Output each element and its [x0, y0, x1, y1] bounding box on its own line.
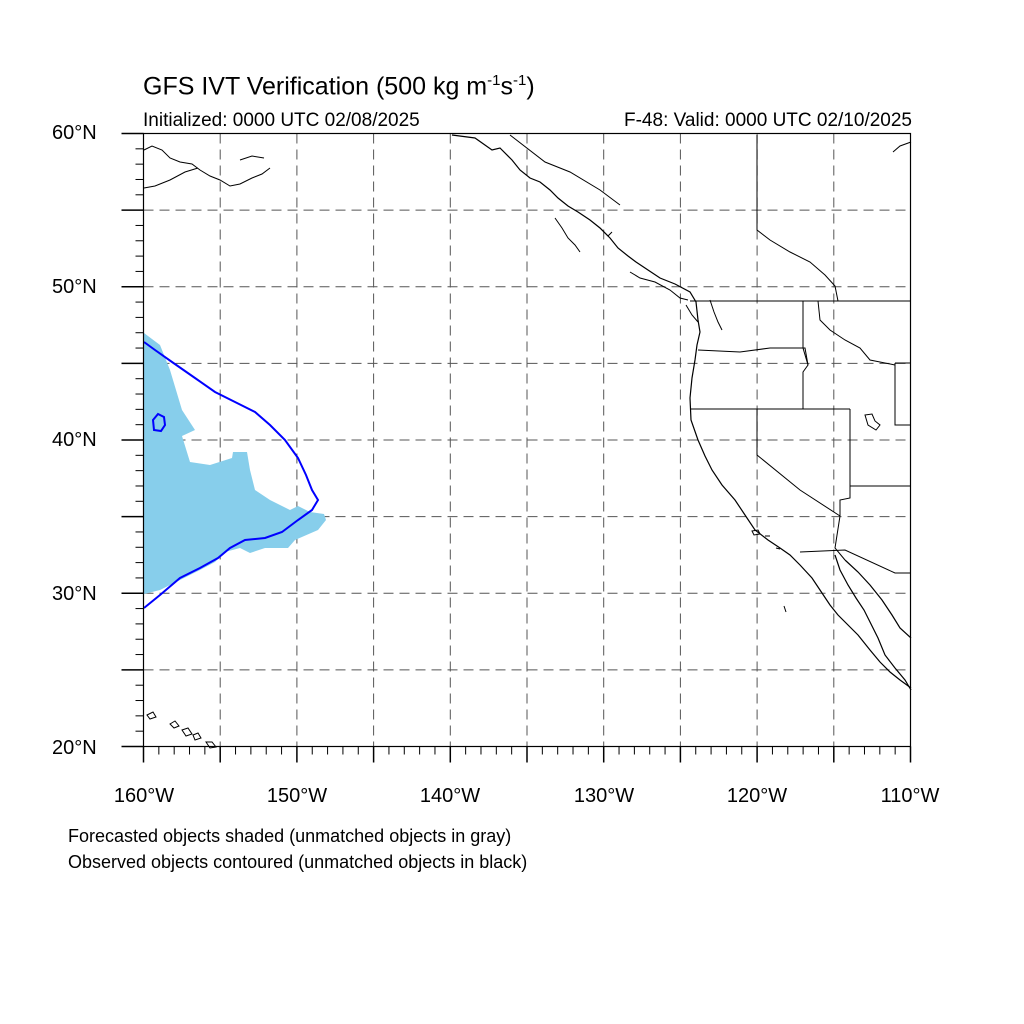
- great-salt-lake: [864, 413, 881, 431]
- axis-ticks: [121, 132, 912, 763]
- id-west-border: [802, 301, 809, 409]
- lon-label-160w: 160°W: [113, 785, 175, 807]
- bc-yukon-border: [756, 135, 839, 302]
- forecast-legend-note: Forecasted objects shaded (unmatched obj…: [68, 826, 512, 846]
- lat-label-20: 20°N: [52, 737, 97, 759]
- lat-label-60: 60°N: [52, 122, 97, 144]
- observed-object-contour: [143, 341, 320, 609]
- observed-legend-note: Observed objects contoured (unmatched ob…: [68, 852, 528, 872]
- lon-label-130w: 130°W: [573, 785, 635, 807]
- hawaii-islands: [146, 711, 217, 749]
- nv-ca-border: [756, 409, 841, 517]
- lon-label-120w: 120°W: [726, 785, 788, 807]
- forecast-object-shading: [144, 333, 326, 594]
- az-ca-border: [834, 515, 846, 561]
- alaska-bc-border: [509, 134, 621, 206]
- map-title: GFS IVT Verification (500 kg m-1s-1): [143, 72, 535, 101]
- lat-label-40: 40°N: [52, 429, 97, 451]
- lon-label-110w: 110°W: [880, 785, 940, 807]
- channel-islands: [751, 529, 787, 613]
- observed-small-contour: [151, 412, 167, 433]
- coastline-north-america: [451, 134, 912, 689]
- gulf-coast-mainland: [844, 559, 912, 639]
- us-mexico-border: [799, 549, 911, 574]
- ut-co-border: [894, 362, 911, 426]
- lat-label-50: 50°N: [52, 276, 97, 298]
- coastline-alaska: [143, 145, 271, 189]
- valid-time: F-48: Valid: 0000 UTC 02/10/2025: [624, 110, 912, 131]
- grid-lines: [143, 133, 911, 747]
- political-borders: [509, 134, 911, 574]
- lon-label-150w: 150°W: [266, 785, 328, 807]
- wa-or-border: [697, 347, 809, 366]
- baja-california-coast: [834, 554, 912, 691]
- nv-az-border: [839, 409, 851, 516]
- coastline-bc-islands: [554, 217, 723, 331]
- lon-label-140w: 140°W: [419, 785, 481, 807]
- lat-label-30: 30°N: [52, 583, 97, 605]
- coastline-far-east: [892, 141, 912, 153]
- initialized-time: Initialized: 0000 UTC 02/08/2025: [143, 110, 420, 131]
- mt-id-border: [817, 300, 896, 366]
